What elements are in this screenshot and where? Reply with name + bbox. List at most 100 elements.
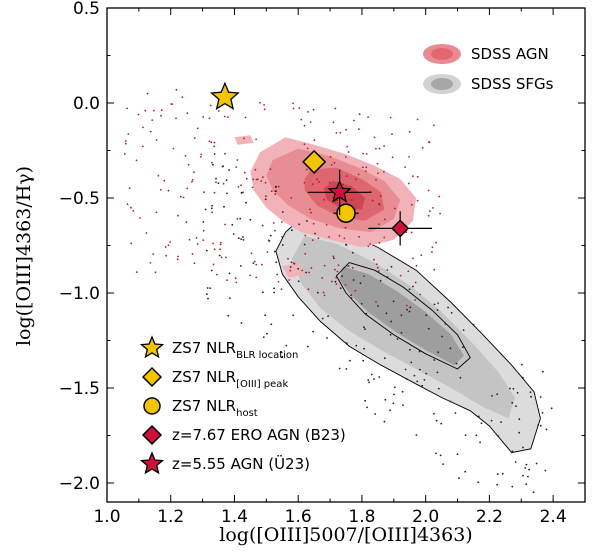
agn-outlier-point — [333, 161, 336, 164]
agn-outlier-point — [421, 146, 424, 149]
agn-outlier-point — [237, 186, 240, 188]
agn-outlier-point — [311, 183, 314, 186]
agn-outlier-point — [274, 193, 277, 196]
sfg-outlier-point — [366, 406, 368, 409]
agn-outlier-point — [226, 279, 229, 281]
agn-outlier-point — [303, 124, 306, 127]
agn-outlier-point — [274, 229, 276, 232]
agn-outlier-point — [151, 119, 154, 121]
sfg-outlier-point — [207, 297, 209, 300]
x-tick-label: 2.4 — [540, 507, 567, 527]
agn-outlier-point — [126, 203, 129, 206]
data-point-1 — [302, 149, 327, 174]
agn-outlier-point — [236, 159, 239, 161]
agn-outlier-point — [264, 181, 267, 184]
agn-outlier-point — [375, 263, 378, 266]
agn-outlier-point — [416, 118, 419, 121]
agn-outlier-point — [193, 137, 196, 140]
agn-outlier-point — [334, 268, 336, 271]
sfg-outlier-point — [436, 371, 439, 374]
sfg-outlier-point — [281, 211, 284, 213]
sfg-outlier-point — [406, 308, 409, 311]
agn-outlier-point — [261, 263, 263, 266]
sfg-outlier-point — [345, 368, 348, 370]
agn-outlier-point — [435, 241, 437, 244]
agn-outlier-point — [127, 133, 130, 135]
sfg-outlier-point — [385, 312, 388, 315]
agn-outlier-point — [310, 211, 312, 214]
agn-outlier-point — [139, 217, 141, 219]
sfg-outlier-point — [222, 165, 225, 168]
sfg-outlier-point — [297, 280, 300, 283]
sfg-outlier-point — [421, 384, 424, 387]
agn-outlier-point — [252, 178, 255, 181]
legend-marker-0 — [139, 335, 165, 359]
agn-outlier-point — [373, 136, 376, 139]
agn-outlier-point — [152, 109, 155, 112]
agn-outlier-point — [210, 141, 213, 144]
sfg-outlier-point — [367, 379, 370, 381]
agn-outlier-point — [344, 226, 347, 229]
sfg-outlier-point — [384, 398, 387, 401]
sfg-outlier-point — [520, 363, 523, 366]
agn-outlier-point — [318, 180, 320, 183]
sfg-outlier-point — [532, 491, 535, 494]
agn-outlier-point — [379, 195, 382, 197]
agn-outlier-point — [323, 198, 325, 201]
sfg-outlier-point — [316, 291, 319, 294]
agn-outlier-point — [337, 264, 340, 266]
agn-outlier-point — [330, 164, 333, 166]
agn-outlier-point — [235, 166, 238, 169]
sfg-outlier-point — [529, 391, 532, 394]
agn-outlier-point — [309, 121, 312, 123]
sfg-outlier-point — [404, 368, 407, 371]
agn-outlier-point — [132, 210, 135, 212]
sfg-outlier-point — [392, 402, 395, 405]
agn-outlier-point — [208, 117, 211, 120]
agn-outlier-point — [234, 277, 237, 280]
sfg-outlier-point — [462, 329, 465, 331]
agn-outlier-point — [304, 234, 307, 237]
agn-outlier-point — [293, 262, 296, 265]
agn-outlier-point — [182, 196, 185, 199]
agn-outlier-point — [335, 132, 338, 134]
y-tick-label: 0.0 — [73, 94, 100, 114]
sfg-outlier-point — [480, 422, 483, 425]
agn-outlier-point — [259, 101, 261, 104]
agn-outlier-point — [412, 257, 414, 260]
sfg-outlier-point — [542, 370, 544, 373]
agn-outlier-point — [265, 195, 267, 198]
agn-outlier-point — [200, 156, 202, 158]
agn-outlier-point — [415, 265, 418, 267]
agn-outlier-point — [222, 182, 225, 185]
sfg-outlier-point — [515, 405, 517, 407]
sfg-outlier-point — [232, 233, 235, 235]
agn-outlier-point — [213, 248, 216, 251]
agn-outlier-point — [351, 266, 354, 269]
agn-outlier-point — [344, 284, 347, 286]
agn-outlier-point — [135, 159, 138, 162]
agn-outlier-point — [262, 176, 264, 179]
agn-outlier-point — [350, 296, 353, 299]
agn-outlier-point — [343, 237, 346, 240]
agn-outlier-point — [185, 221, 188, 224]
sfg-outlier-point — [312, 330, 314, 333]
sfg-outlier-point — [212, 163, 214, 166]
sfg-outlier-point — [264, 198, 267, 201]
sfg-outlier-point — [349, 359, 351, 362]
x-tick-label: 1.8 — [348, 507, 375, 527]
sfg-outlier-point — [441, 335, 443, 338]
sfg-outlier-point — [334, 280, 337, 283]
sfg-outlier-point — [449, 347, 452, 350]
agn-outlier-point — [313, 139, 316, 142]
sfg-outlier-point — [392, 300, 395, 303]
agn-outlier-point — [130, 206, 132, 209]
legend-swatch-sdss-agn-inner — [431, 48, 453, 60]
sfg-outlier-point — [464, 434, 467, 436]
agn-outlier-point — [269, 168, 272, 171]
agn-outlier-point — [433, 124, 435, 127]
sfg-outlier-point — [240, 191, 243, 194]
data-point-3 — [391, 219, 410, 238]
sfg-outlier-point — [289, 266, 292, 268]
agn-outlier-point — [280, 221, 283, 223]
